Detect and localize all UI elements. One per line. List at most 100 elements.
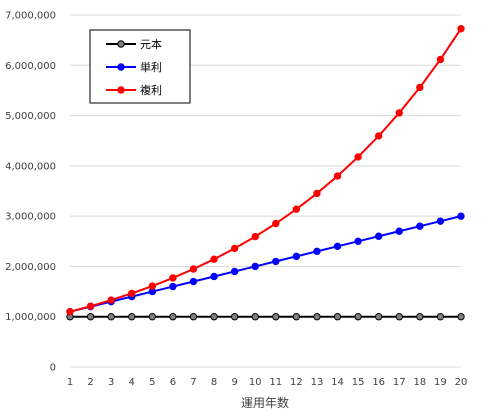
data-point xyxy=(374,132,383,140)
data-point xyxy=(457,25,465,33)
data-point xyxy=(313,247,321,256)
y-tick-label: 4,000,000 xyxy=(5,161,56,172)
y-tick-label: 6,000,000 xyxy=(5,61,56,72)
x-tick-label: 13 xyxy=(311,377,324,388)
legend-item: 単利 xyxy=(106,60,162,74)
data-point xyxy=(251,313,259,321)
y-tick-label: 7,000,000 xyxy=(5,11,56,22)
x-tick-label: 15 xyxy=(352,377,365,388)
data-point xyxy=(395,313,403,321)
data-point xyxy=(457,313,465,321)
data-point xyxy=(251,232,259,241)
x-axis-title: 運用年数 xyxy=(241,395,289,410)
y-tick-label: 2,000,000 xyxy=(5,262,56,273)
series-1 xyxy=(66,313,465,321)
data-point xyxy=(251,262,259,271)
data-point xyxy=(169,274,177,282)
x-tick-label: 18 xyxy=(413,377,426,388)
x-tick-label: 7 xyxy=(190,377,196,388)
x-tick-label: 8 xyxy=(211,377,217,388)
legend-label: 単利 xyxy=(140,60,162,74)
x-tick-label: 1 xyxy=(67,377,73,388)
data-point xyxy=(354,237,362,245)
data-point xyxy=(374,313,383,321)
x-axis-tick-labels: 1 2 3 4 5 6 7 8 9 10 11 12 13 14 15 16 17 18 19 20 xyxy=(67,377,468,388)
x-tick-label: 9 xyxy=(231,377,237,388)
x-tick-label: 17 xyxy=(393,377,406,388)
x-tick-label: 6 xyxy=(170,377,176,388)
data-point xyxy=(354,153,362,161)
y-tick-label: 5,000,000 xyxy=(5,111,56,122)
x-tick-label: 11 xyxy=(269,377,282,388)
data-point xyxy=(436,217,445,225)
y-tick-label: 0 xyxy=(50,363,56,374)
data-point xyxy=(230,267,239,276)
x-tick-label: 12 xyxy=(290,377,303,388)
data-point xyxy=(189,313,198,321)
data-point xyxy=(107,313,115,321)
series-plot-area xyxy=(66,25,465,321)
data-point xyxy=(395,227,403,235)
data-point xyxy=(272,257,280,266)
data-point xyxy=(86,302,95,310)
x-tick-label: 10 xyxy=(249,377,262,388)
data-point xyxy=(230,244,239,253)
y-tick-label: 1,000,000 xyxy=(5,312,56,323)
data-point xyxy=(272,313,280,321)
data-point xyxy=(416,83,424,92)
data-point xyxy=(230,313,239,321)
data-point xyxy=(210,255,218,263)
x-tick-label: 16 xyxy=(372,377,385,388)
data-point xyxy=(313,313,321,321)
data-point xyxy=(86,313,95,321)
data-point xyxy=(416,313,424,321)
legend-marker-swatch xyxy=(117,86,125,94)
y-axis-tick-labels: 0 1,000,000 2,000,000 3,000,000 4,000,000 5,0… xyxy=(5,11,56,374)
data-point xyxy=(436,313,445,321)
series-3 xyxy=(66,25,465,316)
x-tick-label: 3 xyxy=(108,377,114,388)
data-point xyxy=(292,252,301,261)
data-point xyxy=(169,282,177,291)
data-point xyxy=(148,313,157,321)
legend-marker-swatch xyxy=(117,40,125,48)
legend-label: 元本 xyxy=(140,37,162,51)
data-point xyxy=(354,313,362,321)
data-point xyxy=(333,242,342,251)
legend-marker-swatch xyxy=(117,63,125,71)
x-tick-label: 20 xyxy=(455,377,468,388)
data-point xyxy=(272,219,280,228)
data-point xyxy=(169,313,177,321)
data-point xyxy=(292,205,301,213)
y-tick-label: 3,000,000 xyxy=(5,212,56,223)
data-point xyxy=(210,272,218,281)
data-point xyxy=(333,172,342,180)
data-point xyxy=(313,189,321,198)
x-tick-label: 5 xyxy=(149,377,155,388)
data-point xyxy=(128,289,136,298)
series-2 xyxy=(66,212,465,316)
legend-item: 元本 xyxy=(106,37,162,51)
data-point xyxy=(189,277,198,286)
data-point xyxy=(148,282,157,290)
data-point xyxy=(128,313,136,321)
data-point xyxy=(416,222,424,230)
data-point xyxy=(107,296,115,304)
x-tick-label: 14 xyxy=(331,377,344,388)
data-point xyxy=(395,109,403,117)
x-tick-label: 2 xyxy=(87,377,93,388)
data-point xyxy=(374,232,383,240)
data-point xyxy=(436,55,445,64)
legend-item: 複利 xyxy=(106,83,162,97)
data-point xyxy=(66,307,74,316)
data-point xyxy=(210,313,218,321)
x-tick-label: 4 xyxy=(129,377,135,388)
x-tick-label: 19 xyxy=(434,377,447,388)
legend-label: 複利 xyxy=(140,83,162,97)
data-point xyxy=(333,313,342,321)
data-point xyxy=(457,212,465,220)
data-point xyxy=(189,265,198,273)
